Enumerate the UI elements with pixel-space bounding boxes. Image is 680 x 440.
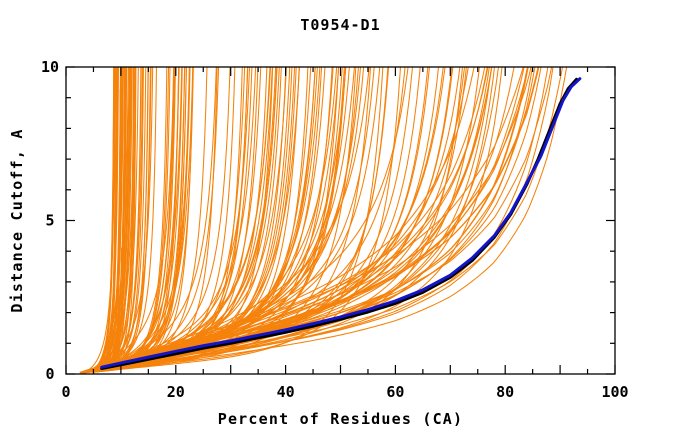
model-curve [91,67,564,372]
x-axis-title: Percent of Residues (CA) [218,410,464,428]
model-curve [80,67,116,374]
y-tick-label-5: 5 [45,212,54,230]
model-curve [91,67,475,370]
model-curve [89,67,115,371]
y-tick-label-0: 0 [45,365,54,383]
x-tick-label-20: 20 [167,383,185,401]
model-curve [91,67,300,373]
x-tick-label-100: 100 [601,383,628,401]
x-tick-label-60: 60 [386,383,404,401]
y-tick-label-10: 10 [41,58,59,76]
y-axis-title: Distance Cutoff, A [8,128,26,312]
x-tick-label-40: 40 [277,383,295,401]
model-curve [85,67,568,374]
x-tick-label-80: 80 [496,383,514,401]
x-tick-label-0: 0 [61,383,70,401]
series-reference-blue [100,77,582,369]
model-curve [103,67,554,371]
page-title: T0954-D1 [300,16,380,34]
model-ensemble-group [79,67,568,374]
